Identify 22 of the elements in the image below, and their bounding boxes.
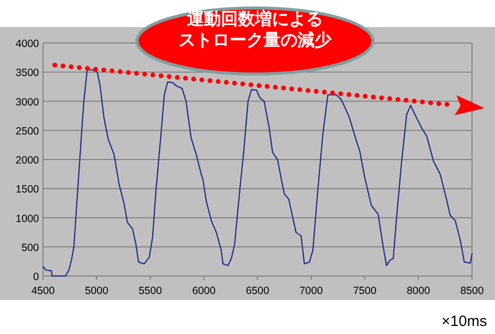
y-tick-label: 500 xyxy=(21,242,40,254)
x-tick-label: 4500 xyxy=(31,285,55,297)
x-tick-label: 7500 xyxy=(353,285,377,297)
x-tick-label: 6500 xyxy=(246,285,270,297)
y-tick-label: 1000 xyxy=(16,212,40,225)
y-tick-label: 1500 xyxy=(16,184,40,196)
annotation: ストローク量の減少 xyxy=(178,30,332,50)
y-tick-label: 3500 xyxy=(16,67,40,80)
y-tick-label: 0 xyxy=(33,271,40,283)
x-tick-label: 5500 xyxy=(138,285,162,297)
y-tick-label: 4000 xyxy=(16,38,40,50)
x-tick-label: 7000 xyxy=(299,285,323,297)
callout: 運動回数増による ストローク量の減少 xyxy=(136,6,374,76)
y-tick-label: 2000 xyxy=(16,154,40,166)
x-tick-label: 6000 xyxy=(192,285,216,297)
x-axis-title: ×10ms xyxy=(442,313,487,330)
y-tick-label: 2500 xyxy=(16,125,40,138)
x-tick-label: 8000 xyxy=(406,285,430,297)
x-tick-label: 5000 xyxy=(84,285,108,297)
line-series xyxy=(42,69,473,277)
x-tick-label: 8500 xyxy=(460,285,484,297)
y-tick-label: 3000 xyxy=(16,96,40,108)
